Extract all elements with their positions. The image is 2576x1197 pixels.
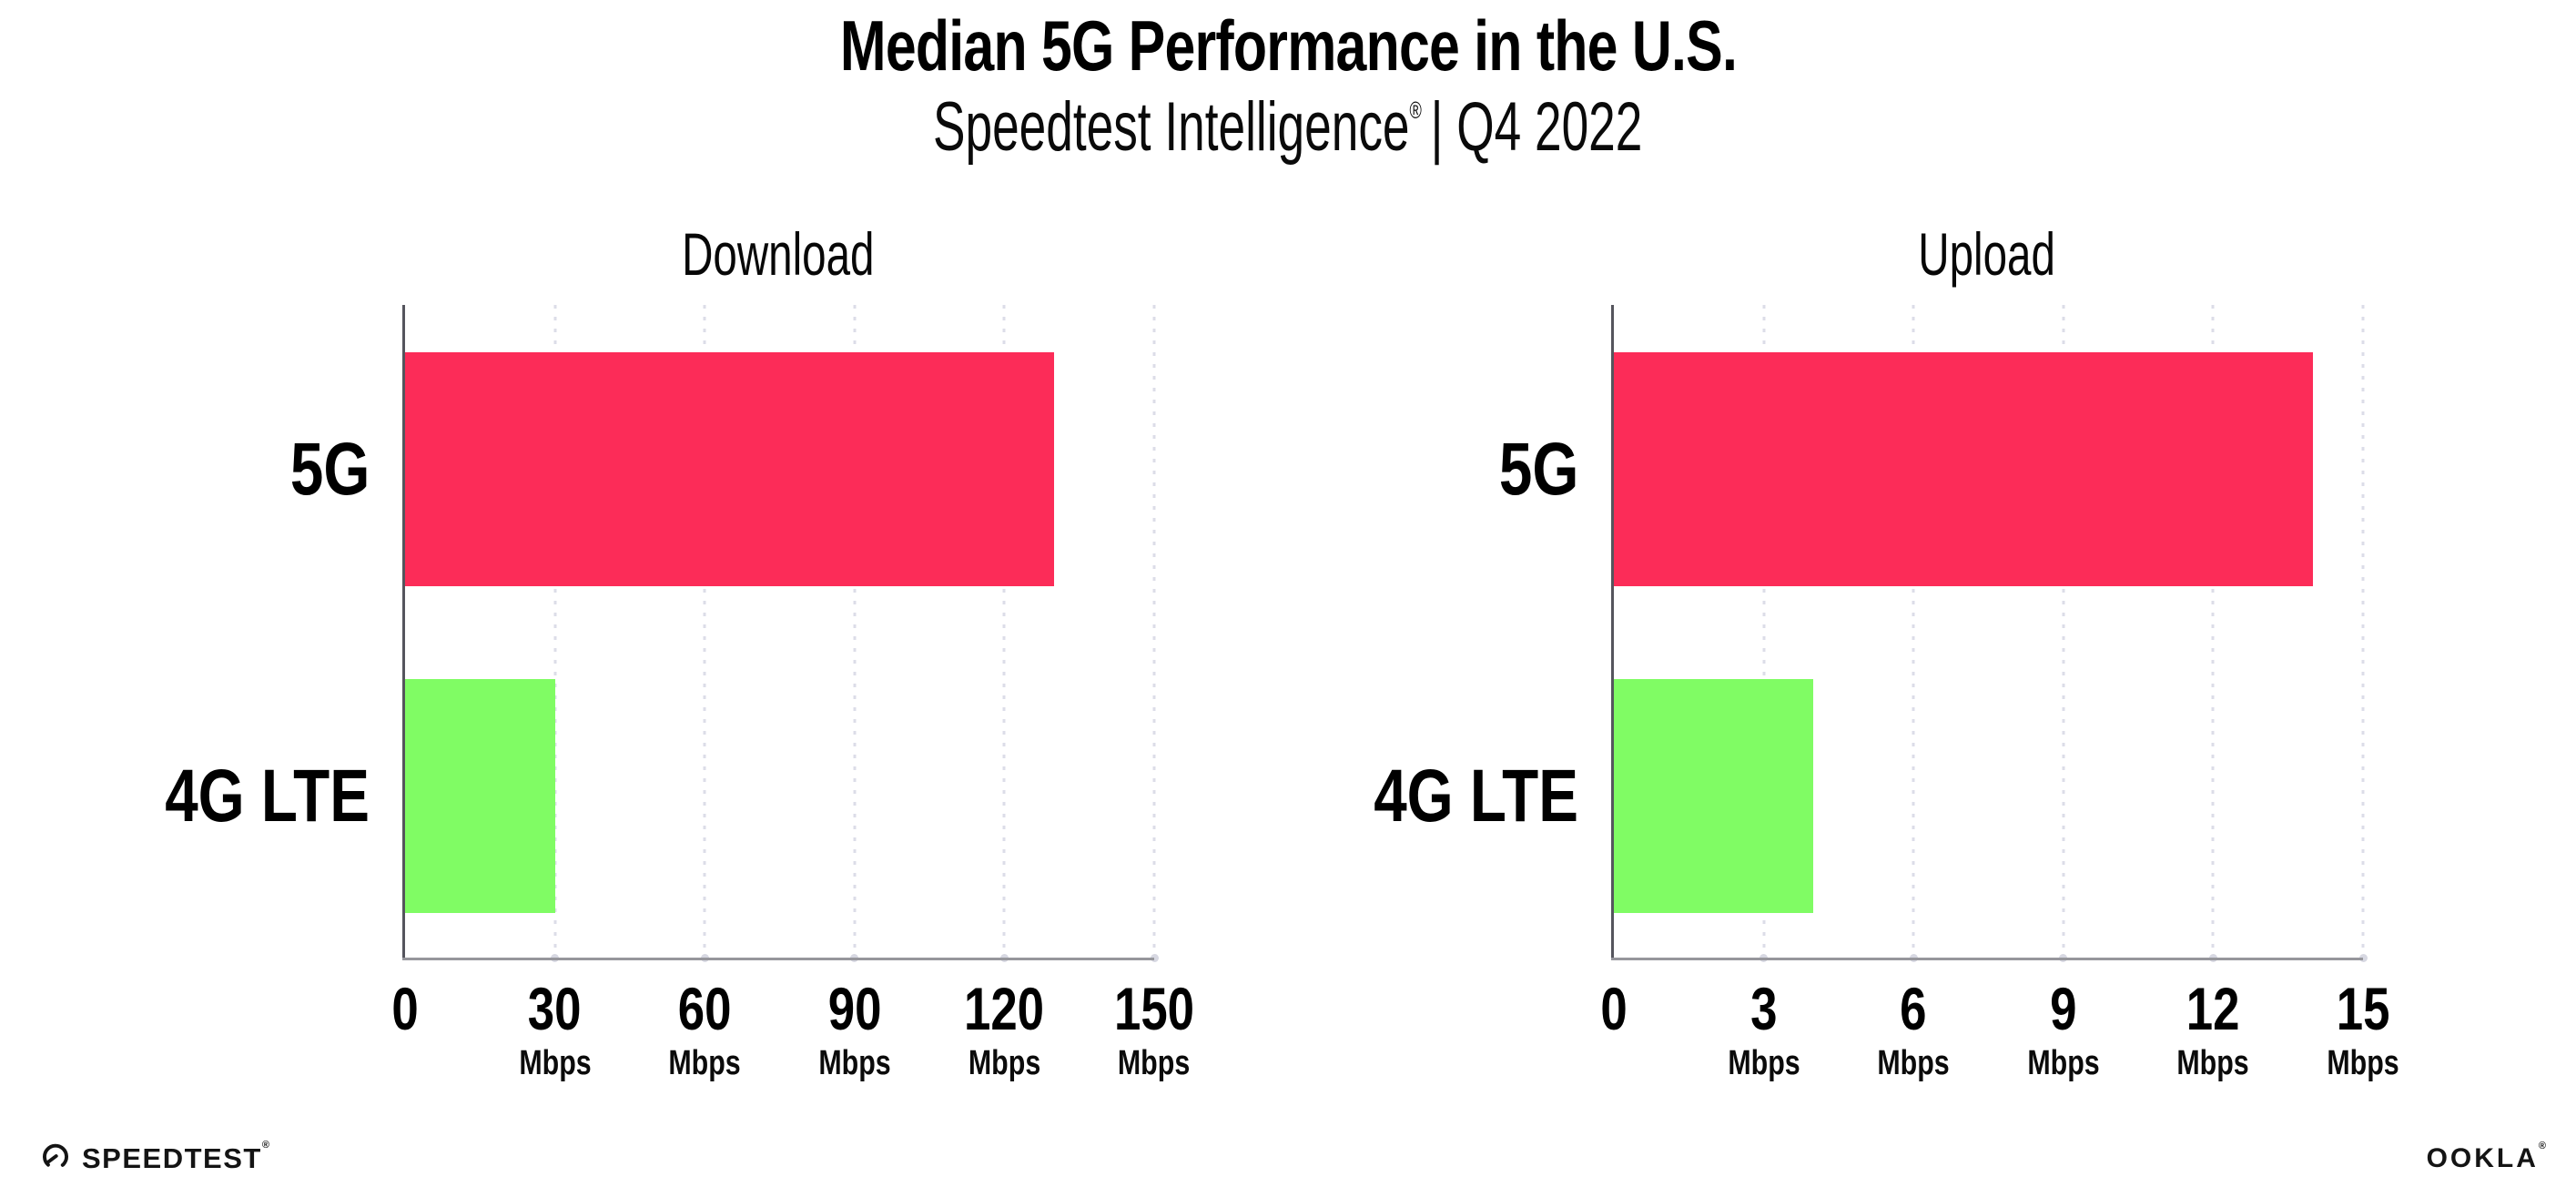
gridline	[1912, 305, 1915, 960]
x-tick-label: 15	[2336, 975, 2390, 1042]
y-axis-label-5g: 5G	[1498, 427, 1578, 511]
x-tick-unit: Mbps	[668, 1044, 741, 1082]
subtitle-period: | Q4 2022	[1430, 88, 1643, 166]
gridline	[1152, 305, 1156, 960]
x-tick-label: 9	[2050, 975, 2077, 1042]
x-tick: 30 Mbps	[510, 979, 600, 1080]
bar-5g-upload	[1614, 352, 2314, 586]
x-tick: 0	[1597, 979, 1631, 1039]
x-tick-label: 30	[528, 975, 582, 1042]
x-tick-label: 12	[2186, 975, 2240, 1042]
x-tick-unit: Mbps	[518, 1044, 592, 1082]
x-tick-unit: Mbps	[1877, 1044, 1950, 1082]
download-chart-title: Download	[682, 220, 875, 288]
x-tick: 60 Mbps	[660, 979, 750, 1080]
speedtest-logo: SPEEDTEST®	[40, 1141, 270, 1176]
gridline	[853, 305, 857, 960]
x-axis-line	[402, 958, 1154, 960]
x-tick: 120 Mbps	[954, 979, 1054, 1080]
x-tick: 15 Mbps	[2317, 979, 2408, 1080]
x-tick-label: 120	[964, 975, 1045, 1042]
x-tick: 12 Mbps	[2168, 979, 2258, 1080]
subtitle: Speedtest Intelligence® | Q4 2022	[0, 87, 2576, 167]
y-axis-label-5g: 5G	[289, 427, 370, 511]
x-tick-label: 0	[391, 975, 419, 1042]
x-tick-unit: Mbps	[2327, 1044, 2399, 1082]
registered-trademark-icon: ®	[1409, 97, 1423, 124]
x-tick-unit: Mbps	[818, 1044, 891, 1082]
page-title: Median 5G Performance in the U.S.	[0, 5, 2576, 87]
x-tick: 150 Mbps	[1104, 979, 1204, 1080]
y-axis-label-4g-lte: 4G LTE	[165, 754, 370, 837]
x-tick-unit: Mbps	[2027, 1044, 2100, 1082]
bar-4g-lte-upload	[1614, 679, 1814, 913]
y-axis-label-4g-lte: 4G LTE	[1374, 754, 1578, 837]
x-tick-label: 90	[827, 975, 882, 1042]
x-tick: 90 Mbps	[809, 979, 899, 1080]
x-tick-unit: Mbps	[2176, 1044, 2250, 1082]
registered-trademark-icon: ®	[261, 1140, 271, 1151]
x-tick: 6 Mbps	[1869, 979, 1959, 1080]
x-tick-unit: Mbps	[1118, 1044, 1191, 1082]
x-tick-label: 3	[1749, 975, 1778, 1042]
gridline	[2062, 305, 2065, 960]
gridline	[2361, 305, 2365, 960]
upload-plot-area: 5G 4G LTE 0 3 Mbps 6 Mbps 9 Mbps 12 Mbps 15 M…	[1374, 305, 2399, 1080]
registered-trademark-icon: ®	[2538, 1141, 2549, 1151]
x-tick-label: 6	[1900, 975, 1927, 1042]
subtitle-brand: Speedtest Intelligence	[933, 88, 1410, 166]
speedtest-wordmark: SPEEDTEST®	[82, 1140, 271, 1174]
x-tick-label: 0	[1600, 975, 1628, 1042]
x-tick-label: 60	[677, 975, 732, 1042]
gridline	[1762, 305, 1766, 960]
speedtest-gauge-icon	[40, 1141, 71, 1176]
x-tick: 9 Mbps	[2018, 979, 2108, 1080]
download-plot-area: 5G 4G LTE 0 30 Mbps 60 Mbps 90 Mbps 120 Mbps…	[165, 305, 1194, 1080]
page-title-text: Median 5G Performance in the U.S.	[839, 5, 1737, 86]
x-tick: 0	[389, 979, 422, 1039]
gridline	[2211, 305, 2215, 960]
gridline	[553, 305, 557, 960]
x-tick-unit: Mbps	[968, 1044, 1041, 1082]
gridline	[1002, 305, 1006, 960]
x-axis-line	[1611, 958, 2363, 960]
upload-chart-title: Upload	[1918, 220, 2056, 288]
gridline	[703, 305, 706, 960]
bar-5g-download	[405, 352, 1055, 586]
ookla-wordmark: OOKLA®	[2426, 1141, 2549, 1173]
x-tick: 3 Mbps	[1719, 979, 1809, 1080]
x-tick-unit: Mbps	[1727, 1044, 1800, 1082]
x-tick-label: 150	[1113, 975, 1195, 1042]
bar-4g-lte-download	[405, 679, 555, 913]
